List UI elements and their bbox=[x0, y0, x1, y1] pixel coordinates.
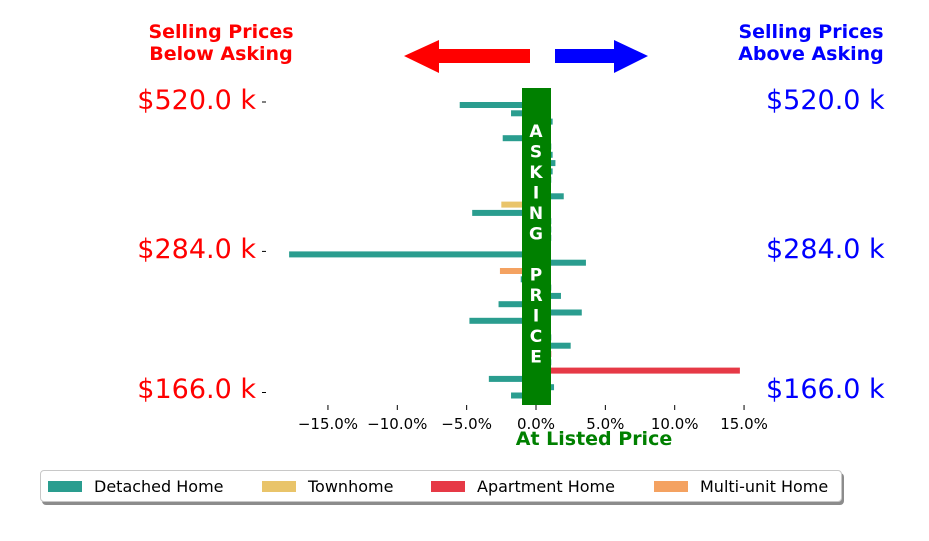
bar-detached-home bbox=[498, 301, 536, 308]
x-tick-label: 0.0% bbox=[517, 415, 555, 433]
asking-price-letter: N bbox=[529, 204, 543, 224]
legend-swatch bbox=[431, 481, 465, 492]
x-tick-label: −10.0% bbox=[367, 415, 427, 433]
legend-swatch bbox=[262, 481, 296, 492]
bar-detached-home bbox=[488, 375, 536, 382]
asking-price-letter: A bbox=[529, 122, 543, 142]
legend-label: Detached Home bbox=[94, 477, 224, 496]
x-tick-label: 15.0% bbox=[720, 415, 768, 433]
legend-swatch bbox=[654, 481, 688, 492]
x-tick-label: 10.0% bbox=[651, 415, 699, 433]
asking-price-letter: G bbox=[529, 225, 543, 245]
x-axis: −15.0% −10.0% −5.0% 0.0% 5.0% 10.0% 15.0% bbox=[298, 405, 768, 433]
header-left-line1: Selling Prices bbox=[148, 21, 293, 43]
legend-label: Apartment Home bbox=[477, 477, 615, 496]
bar-detached-home bbox=[536, 342, 571, 349]
legend-label: Townhome bbox=[308, 477, 394, 496]
right-price-label-mid: $284.0 k bbox=[766, 234, 885, 265]
y-axis-ticks bbox=[262, 101, 266, 393]
asking-price-letter: P bbox=[530, 266, 542, 286]
legend: Detached Home Townhome Apartment Home Multi… bbox=[40, 470, 842, 502]
legend-item-apartment-home: Apartment Home bbox=[431, 477, 615, 496]
x-tick-label: 5.0% bbox=[586, 415, 624, 433]
bar-detached-home bbox=[502, 135, 536, 142]
bar-multi-unit-home bbox=[499, 268, 536, 274]
left-price-label-mid: $284.0 k bbox=[137, 234, 256, 265]
bar-detached-home bbox=[469, 317, 536, 324]
asking-price-letter: S bbox=[530, 143, 542, 163]
right-price-label-top: $520.0 k bbox=[766, 85, 885, 116]
left-price-label-bottom: $166.0 k bbox=[137, 374, 256, 405]
asking-price-letter: R bbox=[529, 286, 542, 306]
bottom-label: At Listed Price bbox=[516, 428, 672, 450]
bar-townhome bbox=[501, 201, 536, 208]
legend-swatch bbox=[48, 481, 82, 492]
bar-apartment-home bbox=[536, 367, 740, 374]
asking-price-letter: C bbox=[530, 327, 542, 347]
legend-item-detached-home: Detached Home bbox=[48, 477, 224, 496]
left-price-label-top: $520.0 k bbox=[137, 85, 256, 116]
asking-price-letter: I bbox=[533, 184, 539, 204]
x-tick-label: −15.0% bbox=[298, 415, 358, 433]
legend-item-multi-unit-home: Multi-unit Home bbox=[654, 477, 828, 496]
bar-detached-home bbox=[536, 259, 586, 266]
asking-price-letter: K bbox=[529, 163, 543, 183]
asking-price-letter: E bbox=[530, 348, 542, 368]
bar-detached-home bbox=[289, 251, 536, 258]
header-right-line1: Selling Prices bbox=[738, 21, 883, 43]
x-tick-label: −5.0% bbox=[441, 415, 492, 433]
legend-item-townhome: Townhome bbox=[262, 477, 393, 496]
header-left-line2: Below Asking bbox=[149, 43, 292, 65]
legend-label: Multi-unit Home bbox=[700, 477, 829, 496]
bar-detached-home bbox=[459, 102, 536, 108]
bar-detached-home bbox=[536, 309, 582, 316]
left-arrow-icon bbox=[404, 40, 530, 73]
bar-series bbox=[289, 102, 740, 399]
asking-price-band-rect bbox=[522, 88, 551, 405]
bar-detached-home bbox=[472, 209, 536, 216]
asking-price-letter: I bbox=[533, 307, 539, 327]
right-price-label-bottom: $166.0 k bbox=[766, 374, 885, 405]
header-right-line2: Above Asking bbox=[738, 43, 884, 65]
right-arrow-icon bbox=[555, 40, 648, 73]
